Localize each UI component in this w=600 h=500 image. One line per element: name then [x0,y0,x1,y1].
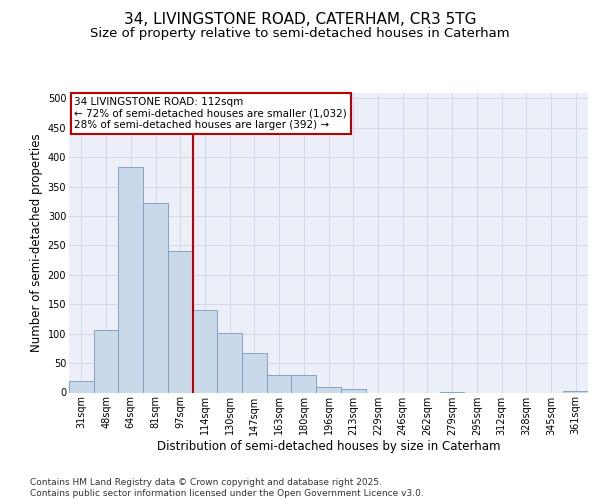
Text: 34, LIVINGSTONE ROAD, CATERHAM, CR3 5TG: 34, LIVINGSTONE ROAD, CATERHAM, CR3 5TG [124,12,476,28]
Bar [267,375,292,392]
Bar [69,382,94,392]
Text: Contains HM Land Registry data © Crown copyright and database right 2025.
Contai: Contains HM Land Registry data © Crown c… [30,478,424,498]
Bar [563,390,588,392]
Bar [341,389,365,392]
Bar [143,202,168,392]
Bar [118,167,143,392]
Bar [316,387,341,392]
Bar [242,352,267,393]
Bar [168,250,193,392]
Text: 34 LIVINGSTONE ROAD: 112sqm
← 72% of semi-detached houses are smaller (1,032)
28: 34 LIVINGSTONE ROAD: 112sqm ← 72% of sem… [74,97,347,130]
Y-axis label: Number of semi-detached properties: Number of semi-detached properties [31,133,43,352]
Bar [94,330,118,392]
Bar [292,375,316,392]
Text: Size of property relative to semi-detached houses in Caterham: Size of property relative to semi-detach… [90,28,510,40]
X-axis label: Distribution of semi-detached houses by size in Caterham: Distribution of semi-detached houses by … [157,440,500,453]
Bar [193,310,217,392]
Bar [217,333,242,392]
